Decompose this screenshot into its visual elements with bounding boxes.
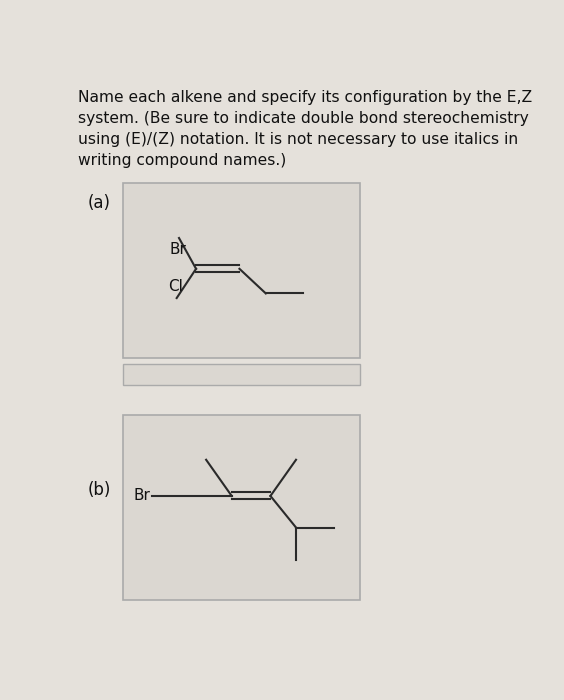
Text: (a): (a) [87, 195, 111, 212]
Text: Br: Br [169, 242, 186, 257]
Text: (b): (b) [87, 481, 111, 499]
Text: Name each alkene and specify its configuration by the E,Z
system. (Be sure to in: Name each alkene and specify its configu… [78, 90, 532, 168]
Bar [123, 363, 360, 385]
Bar [123, 415, 360, 600]
Text: Cl: Cl [169, 279, 183, 294]
Text: Br: Br [134, 489, 151, 503]
Bar [123, 183, 360, 358]
